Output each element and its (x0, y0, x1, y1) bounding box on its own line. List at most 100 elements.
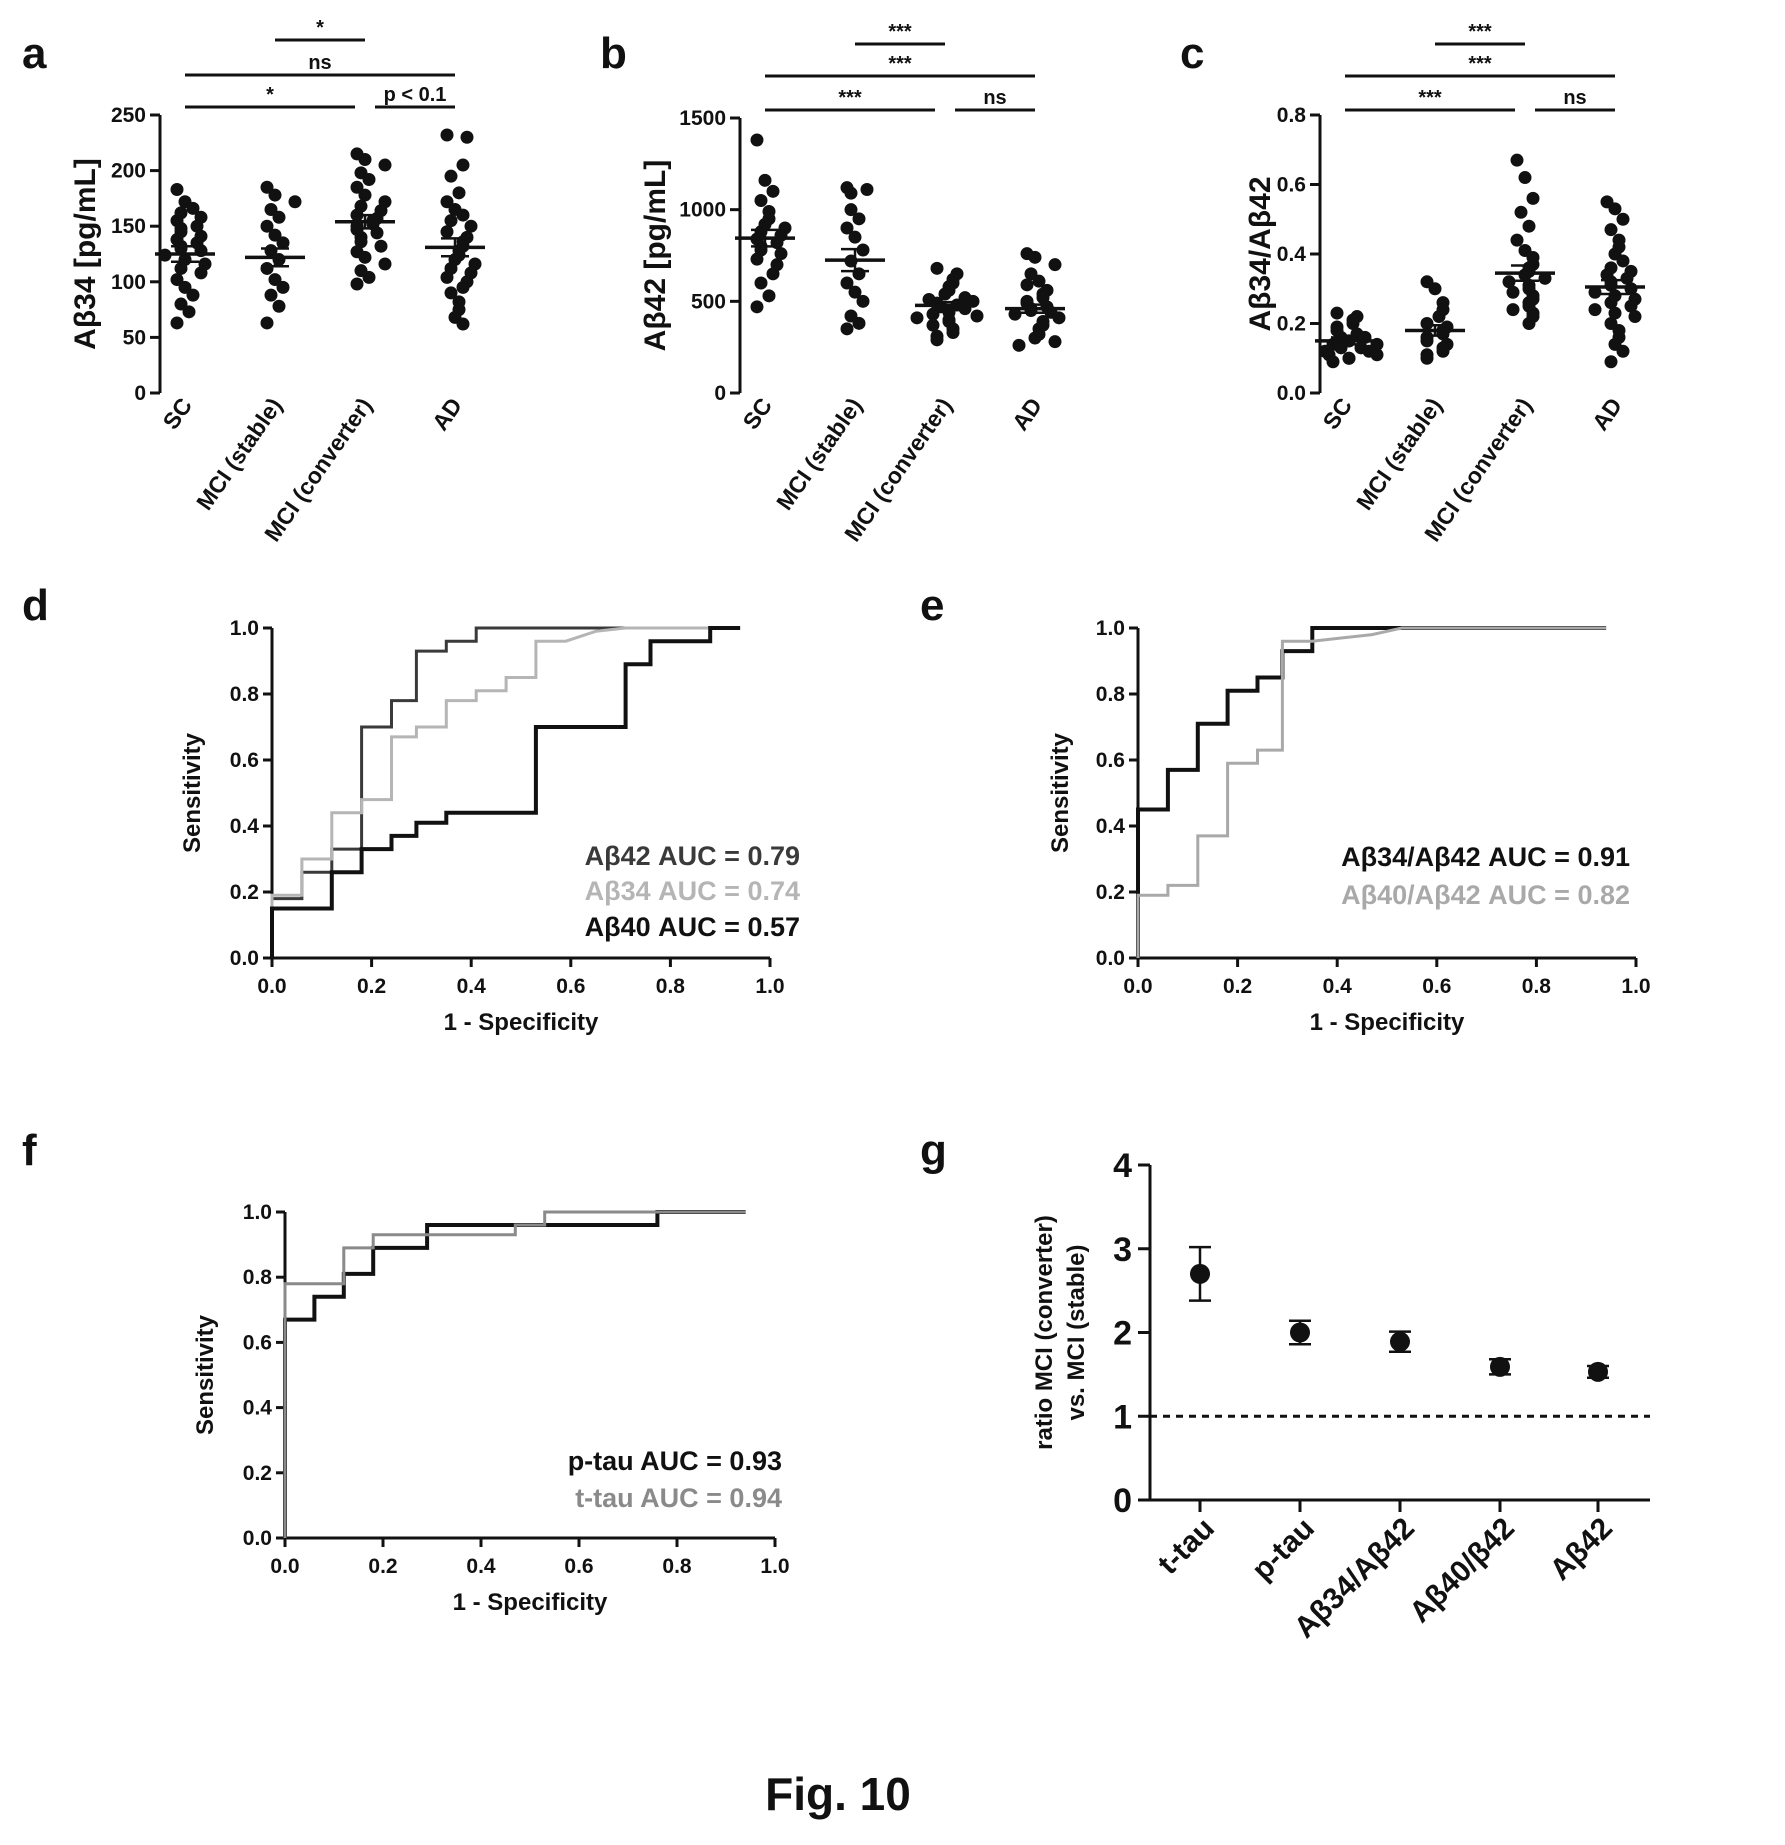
data-point (1008, 307, 1022, 321)
x-category-label: SC (1317, 393, 1357, 434)
data-point (464, 219, 478, 233)
legend-entry: Aβ34 AUC = 0.74 (585, 876, 800, 906)
x-tick-label: 0.2 (357, 975, 386, 998)
y-tick-label: 0.0 (230, 947, 259, 970)
x-category-label: p-tau (1246, 1512, 1321, 1587)
data-point (452, 186, 466, 200)
data-point (926, 318, 940, 332)
data-point (1326, 355, 1340, 369)
y-tick-label: 0.2 (243, 1462, 272, 1485)
significance-label: ns (308, 52, 331, 74)
data-point (1330, 306, 1344, 320)
data-point (1604, 355, 1618, 369)
x-category-label: Aβ42 (1544, 1512, 1619, 1587)
data-point (1604, 296, 1618, 310)
data-point (182, 305, 196, 319)
data-point (754, 194, 768, 207)
data-point (840, 322, 854, 336)
x-category-label: MCI (stable) (191, 393, 287, 515)
y-axis-title: Aβ34/Aβ42 (1244, 176, 1277, 331)
data-point (350, 277, 364, 291)
data-point (460, 130, 474, 144)
data-point (860, 183, 874, 196)
y-tick-label: 4 (1113, 1147, 1132, 1185)
data-point (1012, 338, 1026, 352)
x-tick-label: 0.6 (1422, 975, 1451, 998)
legend-entry: t-tau AUC = 0.94 (575, 1483, 782, 1513)
y-tick-label: 1 (1113, 1398, 1132, 1436)
x-tick-label: 0.4 (1323, 975, 1353, 998)
data-point (170, 183, 184, 197)
data-point (1616, 254, 1630, 268)
data-point (268, 188, 282, 202)
y-tick-label: 0.4 (230, 815, 260, 838)
data-point (1608, 306, 1622, 320)
roc-curve (283, 1210, 746, 1538)
panel-letter-d: d (22, 581, 49, 630)
data-point (362, 172, 376, 186)
data-point (1028, 331, 1042, 345)
x-category-label: t-tau (1152, 1512, 1221, 1581)
x-category-label: AD (1587, 393, 1627, 435)
data-point (276, 236, 290, 250)
x-tick-label: 0.4 (457, 975, 487, 998)
data-point (754, 276, 768, 290)
data-point (1420, 334, 1434, 348)
x-tick-label: 0.4 (466, 1555, 496, 1578)
data-point (1506, 285, 1520, 299)
data-point (1052, 311, 1066, 325)
data-point (1420, 317, 1434, 330)
data-point (1032, 274, 1046, 288)
data-point (1436, 344, 1450, 358)
x-category-label: SC (157, 393, 197, 434)
data-point (946, 326, 960, 339)
data-point (444, 169, 458, 183)
x-tick-label: 0.8 (656, 975, 686, 998)
data-point (1588, 285, 1602, 299)
panel-letter-g: g (920, 1126, 947, 1175)
significance-label: * (266, 84, 274, 106)
data-point (374, 239, 388, 253)
data-point (758, 173, 772, 187)
data-point (264, 203, 278, 217)
y-tick-label: 0.8 (1277, 104, 1307, 127)
chart-panel-d: 0.0 0.0 0.2 0.2 0.4 0.4 0.6 0.6 0.8 0.8 1.0 1.0 1 - … (179, 617, 800, 1036)
x-category-label: MCI (stable) (771, 393, 867, 515)
data-point (1020, 278, 1034, 292)
data-point (272, 299, 286, 313)
data-point (856, 294, 870, 308)
legend-entry: Aβ42 AUC = 0.79 (585, 841, 800, 871)
x-category-label: Aβ40/β42 (1403, 1512, 1521, 1630)
data-point (268, 273, 282, 287)
data-point (848, 230, 862, 244)
data-point (268, 228, 282, 242)
x-category-label: SC (737, 393, 777, 434)
data-point (1588, 303, 1602, 317)
data-point (456, 280, 470, 294)
x-tick-label: 1.0 (755, 975, 784, 998)
data-point (970, 309, 984, 323)
x-tick-label: 0.0 (257, 975, 286, 998)
data-point (190, 219, 204, 233)
data-point (358, 188, 372, 202)
panel-letter-c: c (1180, 29, 1204, 78)
data-point (358, 250, 372, 264)
x-tick-label: 0.8 (662, 1555, 692, 1578)
y-tick-label: 0.2 (230, 881, 259, 904)
y-axis-title: Sensitivity (1047, 732, 1074, 853)
data-point (378, 158, 392, 172)
chart-panel-e: 0.0 0.0 0.2 0.2 0.4 0.4 0.6 0.6 0.8 0.8 1.0 1.0 1 - … (1047, 617, 1651, 1036)
data-point (350, 180, 364, 194)
data-point (750, 133, 764, 147)
data-point (1502, 275, 1516, 289)
roc-curve (270, 626, 741, 958)
y-tick-label: 0.6 (1277, 174, 1306, 197)
y-tick-label: 100 (111, 271, 146, 294)
data-point (1346, 317, 1360, 330)
chart-panel-g: 0 1 2 3 4 ratio MCI (converter) vs. MCI (stabl… (1031, 1147, 1650, 1645)
y-tick-label: 1.0 (1096, 617, 1125, 640)
data-point (276, 280, 290, 294)
data-point (1526, 191, 1540, 205)
